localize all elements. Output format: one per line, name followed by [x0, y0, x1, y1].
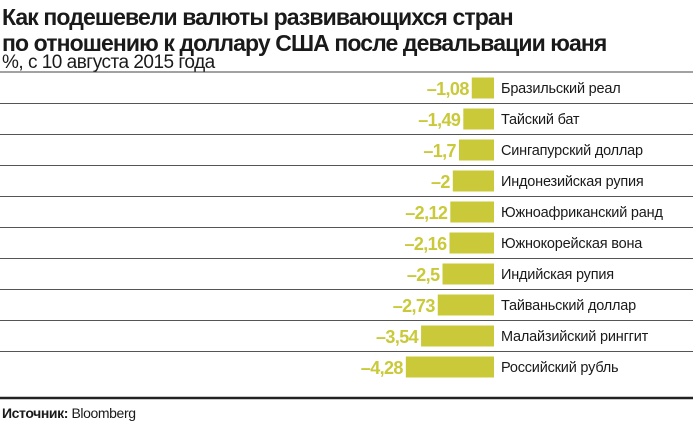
value-label: –1,7	[423, 141, 456, 161]
bar	[450, 201, 494, 223]
value-label: –2,5	[407, 265, 440, 285]
category-label: Тайский бат	[501, 112, 580, 128]
chart-subtitle: %, с 10 августа 2015 года	[2, 52, 215, 73]
category-label: Индонезийская рупия	[501, 174, 644, 190]
bar	[452, 170, 494, 192]
category-label: Южнокорейская вона	[501, 236, 643, 252]
category-label: Сингапурский доллар	[501, 143, 643, 159]
chart-title-line-1: Как подешевели валюты развивающихся стра…	[2, 4, 514, 30]
category-label: Южноафриканский ранд	[501, 205, 663, 221]
bar	[449, 232, 494, 254]
bar	[442, 263, 494, 285]
value-label: –2	[431, 172, 450, 192]
value-label: –2,73	[393, 296, 436, 316]
category-label: Тайваньский доллар	[501, 298, 636, 314]
value-label: –1,08	[427, 79, 470, 99]
bar	[421, 325, 494, 347]
category-label: Бразильский реал	[501, 81, 621, 97]
bar	[437, 294, 494, 316]
value-label: –1,49	[418, 110, 461, 130]
chart-title-line-2: по отношению к доллару США после девальв…	[2, 30, 607, 56]
category-label: Российский рубль	[501, 360, 618, 376]
value-label: –2,12	[405, 203, 448, 223]
bar	[471, 77, 494, 99]
source-value: Bloomberg	[71, 405, 136, 421]
value-label: –3,54	[376, 327, 419, 347]
source-note: Источник: Bloomberg	[2, 405, 136, 421]
bar	[463, 108, 494, 130]
value-label: –4,28	[361, 358, 404, 378]
bar	[458, 139, 494, 161]
source-label: Источник:	[2, 405, 68, 421]
category-label: Индийская рупия	[501, 267, 614, 283]
value-label: –2,16	[404, 234, 447, 254]
category-label: Малайзийский ринггит	[501, 329, 649, 345]
bar	[405, 356, 494, 378]
